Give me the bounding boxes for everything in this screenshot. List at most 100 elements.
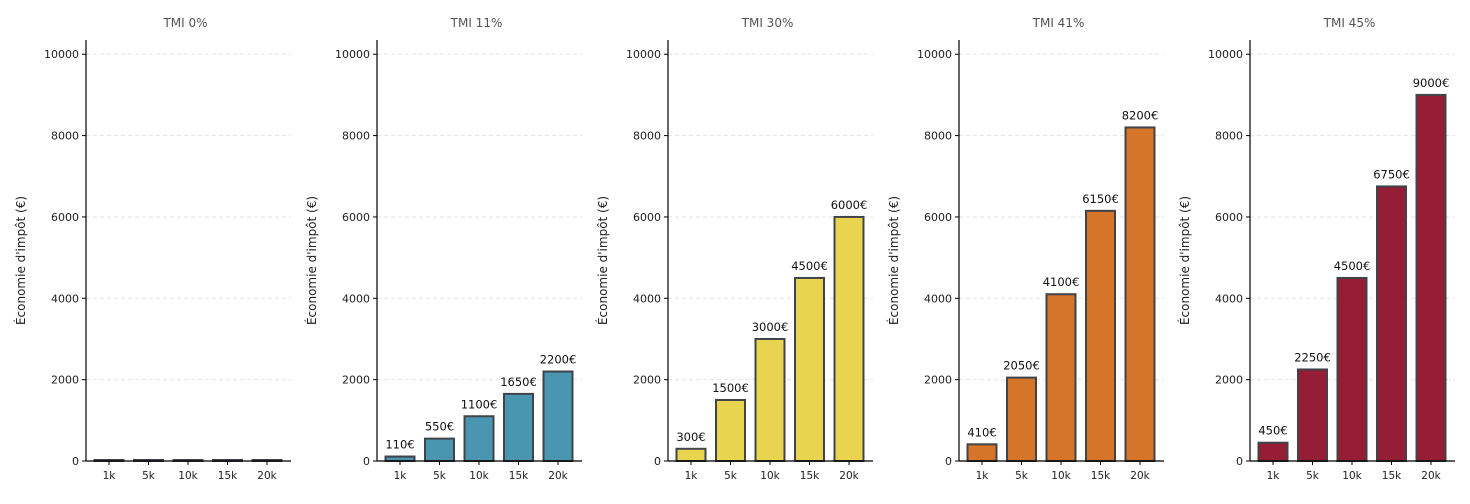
data-label: 110€: [385, 438, 414, 452]
data-label: 4500€: [1334, 259, 1371, 273]
y-tick-label: 2000: [1215, 374, 1243, 387]
bar: [1376, 185, 1407, 462]
x-tick-label: 10k: [1051, 470, 1071, 482]
x-tick-label: 1k: [394, 470, 408, 482]
subplot-title: TMI 0%: [162, 16, 207, 30]
x-tick-label: 1k: [685, 470, 699, 482]
data-label: 3000€: [752, 320, 789, 334]
y-tick-label: 0: [363, 455, 370, 468]
bar: [384, 455, 416, 463]
data-label: 1500€: [712, 381, 749, 395]
y-tick-label: 10000: [1208, 48, 1243, 61]
data-label: 2050€: [1003, 359, 1040, 373]
subplot-2: 0 2000 4000 6000 8000 10000 TMI 30% Économie d'…: [595, 16, 873, 482]
data-label: 550€: [425, 420, 454, 434]
y-tick-label: 4000: [924, 292, 952, 305]
y-tick-label: 0: [1236, 455, 1243, 468]
x-tick-label: 15k: [800, 470, 820, 482]
y-tick-label: 10000: [917, 48, 952, 61]
x-tick-label: 15k: [1091, 470, 1111, 482]
y-tick-label: 8000: [1215, 130, 1243, 143]
x-tick-label: 5k: [433, 470, 447, 482]
y-axis-label: Économie d'impôt (€): [304, 196, 319, 325]
data-label: 9000€: [1413, 76, 1450, 90]
y-tick-label: 0: [72, 455, 79, 468]
data-label: 410€: [967, 425, 996, 439]
x-tick-label: 15k: [509, 470, 529, 482]
y-tick-label: 10000: [44, 48, 79, 61]
data-label: 6750€: [1373, 167, 1410, 181]
bar: [1045, 293, 1077, 462]
data-label: 6150€: [1082, 192, 1119, 206]
y-tick-label: 0: [654, 455, 661, 468]
y-tick-label: 6000: [1215, 211, 1243, 224]
y-tick-label: 10000: [626, 48, 661, 61]
bar: [463, 415, 495, 463]
x-tick-label: 15k: [1382, 470, 1402, 482]
bar: [424, 437, 455, 463]
x-tick-label: 15k: [218, 470, 238, 482]
y-tick-label: 6000: [51, 211, 79, 224]
x-tick-label: 10k: [469, 470, 489, 482]
y-tick-label: 8000: [924, 130, 952, 143]
data-label: 1100€: [461, 397, 498, 411]
subplot-title: TMI 30%: [741, 16, 794, 30]
subplot-title: TMI 41%: [1032, 16, 1085, 30]
y-tick-label: 8000: [51, 130, 79, 143]
y-tick-label: 6000: [633, 211, 661, 224]
bar: [1124, 126, 1156, 463]
bar: [833, 215, 865, 462]
x-tick-label: 20k: [839, 470, 859, 482]
y-tick-label: 4000: [633, 292, 661, 305]
y-tick-label: 4000: [342, 292, 370, 305]
data-label: 6000€: [831, 198, 868, 212]
y-tick-label: 6000: [342, 211, 370, 224]
x-tick-label: 10k: [1342, 470, 1362, 482]
x-tick-label: 20k: [548, 470, 568, 482]
bar: [754, 337, 786, 462]
y-tick-label: 2000: [51, 374, 79, 387]
bar: [1006, 376, 1037, 462]
subplot-4: 0 2000 4000 6000 8000 10000 TMI 45% Économie d'…: [1177, 16, 1455, 482]
subplot-title: TMI 45%: [1323, 16, 1376, 30]
data-label: 2250€: [1294, 350, 1331, 364]
bar: [966, 443, 998, 462]
bar: [1297, 368, 1328, 463]
x-tick-label: 1k: [103, 470, 117, 482]
x-tick-label: 5k: [1306, 470, 1320, 482]
y-tick-label: 2000: [342, 374, 370, 387]
bar: [715, 398, 746, 462]
bar: [1336, 276, 1368, 462]
y-axis-label: Économie d'impôt (€): [13, 196, 28, 325]
y-tick-label: 4000: [51, 292, 79, 305]
data-label: 2200€: [540, 353, 577, 367]
data-label: 8200€: [1122, 108, 1159, 122]
bar: [675, 447, 707, 462]
data-label: 450€: [1258, 424, 1287, 438]
y-tick-label: 8000: [342, 130, 370, 143]
y-tick-label: 6000: [924, 211, 952, 224]
x-tick-label: 10k: [178, 470, 198, 482]
y-axis-label: Économie d'impôt (€): [1177, 196, 1192, 325]
bar: [542, 370, 574, 463]
y-axis-label: Économie d'impôt (€): [886, 196, 901, 325]
data-label: 4100€: [1043, 275, 1080, 289]
x-tick-label: 1k: [976, 470, 990, 482]
data-label: 4500€: [791, 259, 828, 273]
x-tick-label: 20k: [1421, 470, 1441, 482]
subplot-title: TMI 11%: [450, 16, 503, 30]
subplot-0: 0 2000 4000 6000 8000 10000 TMI 0% Économie d'i…: [13, 16, 291, 482]
subplot-3: 0 2000 4000 6000 8000 10000 TMI 41% Économie d'…: [886, 16, 1164, 482]
data-label: 1650€: [500, 375, 537, 389]
bar: [1415, 93, 1447, 462]
bar: [1257, 441, 1289, 462]
y-tick-label: 0: [945, 455, 952, 468]
bar: [1085, 209, 1116, 462]
x-tick-label: 20k: [1130, 470, 1150, 482]
y-tick-label: 4000: [1215, 292, 1243, 305]
y-tick-label: 2000: [633, 374, 661, 387]
y-tick-label: 10000: [335, 48, 370, 61]
subplot-1: 0 2000 4000 6000 8000 10000 TMI 11% Économie d'…: [304, 16, 582, 482]
x-tick-label: 5k: [1015, 470, 1029, 482]
